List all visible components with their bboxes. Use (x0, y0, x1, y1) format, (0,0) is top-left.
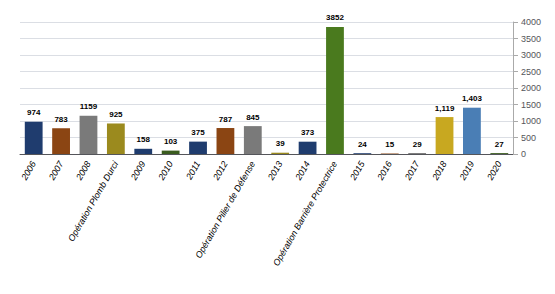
svg-text:39: 39 (276, 139, 285, 148)
svg-text:2020: 2020 (484, 159, 503, 182)
svg-text:3852: 3852 (326, 13, 344, 22)
svg-text:2014: 2014 (293, 159, 312, 182)
svg-text:24: 24 (358, 140, 367, 149)
svg-text:375: 375 (191, 128, 205, 137)
svg-text:1000: 1000 (521, 116, 541, 126)
svg-text:3500: 3500 (521, 34, 541, 44)
svg-text:845: 845 (246, 113, 260, 122)
svg-text:Opération Barrière Protectrice: Opération Barrière Protectrice (271, 159, 339, 267)
svg-text:2500: 2500 (521, 67, 541, 77)
svg-text:103: 103 (164, 137, 178, 146)
svg-text:0: 0 (521, 149, 526, 159)
svg-text:974: 974 (27, 108, 41, 117)
svg-text:2013: 2013 (265, 159, 284, 182)
svg-text:29: 29 (413, 140, 422, 149)
svg-text:2018: 2018 (430, 159, 449, 182)
svg-text:500: 500 (521, 133, 536, 143)
svg-text:27: 27 (495, 140, 504, 149)
svg-text:1500: 1500 (521, 100, 541, 110)
svg-text:15: 15 (385, 140, 394, 149)
svg-text:2007: 2007 (46, 159, 66, 183)
svg-text:2009: 2009 (128, 159, 147, 182)
svg-text:2000: 2000 (521, 83, 541, 93)
svg-text:787: 787 (219, 115, 233, 124)
svg-text:783: 783 (54, 115, 68, 124)
svg-text:1,403: 1,403 (462, 94, 483, 103)
svg-text:2012: 2012 (211, 159, 230, 182)
svg-text:2015: 2015 (348, 159, 368, 183)
svg-text:925: 925 (109, 110, 123, 119)
svg-text:3000: 3000 (521, 50, 541, 60)
svg-text:Opération Plomb Durci: Opération Plomb Durci (66, 159, 121, 244)
svg-text:2019: 2019 (457, 159, 476, 182)
svg-text:4000: 4000 (521, 17, 541, 27)
svg-text:2008: 2008 (74, 159, 93, 182)
svg-text:373: 373 (301, 128, 315, 137)
svg-text:1,119: 1,119 (435, 104, 455, 113)
svg-text:Opération Pilier de Défense: Opération Pilier de Défense (193, 159, 257, 260)
svg-text:2010: 2010 (156, 159, 175, 182)
svg-text:158: 158 (137, 135, 151, 144)
svg-text:2017: 2017 (402, 159, 422, 183)
svg-text:2011: 2011 (184, 159, 203, 182)
svg-text:2006: 2006 (19, 159, 38, 182)
svg-text:1159: 1159 (80, 102, 98, 111)
svg-text:2016: 2016 (375, 159, 394, 182)
